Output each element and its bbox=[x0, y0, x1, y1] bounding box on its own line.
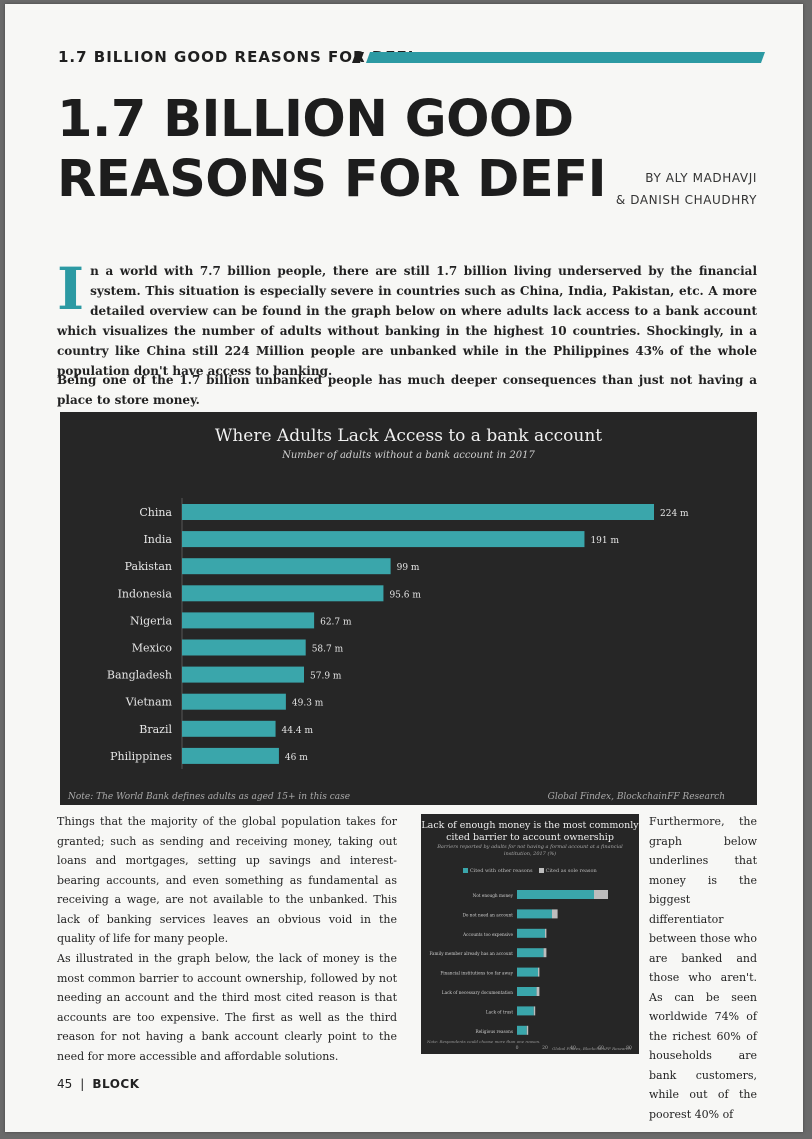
barriers-chart-source: Global Findex, BlockchainFF Research bbox=[552, 1046, 631, 1051]
barrier-bar bbox=[536, 987, 540, 996]
category-label: China bbox=[139, 506, 172, 519]
page-footer: 45 | BLOCK bbox=[57, 1077, 140, 1091]
footer-separator: | bbox=[80, 1077, 85, 1091]
category-label: Mexico bbox=[132, 642, 173, 655]
bar bbox=[182, 720, 276, 737]
header-accent-bar bbox=[365, 52, 765, 63]
chart-plot: China 224 m India 191 m Pakistan 99 m Indonesi… bbox=[107, 498, 689, 769]
category-label: Pakistan bbox=[125, 560, 172, 573]
barrier-bar bbox=[517, 987, 537, 996]
x-tick-label: 40 bbox=[570, 1045, 576, 1051]
x-tick-label: 60 bbox=[598, 1045, 604, 1051]
barrier-label: Accounts too expensive bbox=[462, 932, 513, 937]
legend-swatch-sole bbox=[538, 868, 544, 873]
barrier-label: Financial institutions too far away bbox=[440, 971, 513, 976]
value-label: 191 m bbox=[590, 536, 619, 546]
section-header: 1.7 BILLION GOOD REASONS FOR DEFI bbox=[58, 48, 765, 68]
byline-author-1: BY ALY MADHAVJI bbox=[645, 171, 757, 185]
barriers-chart-subtitle: Barriers reported by adults for not havi… bbox=[437, 844, 623, 857]
barrier-label: Religious reasons bbox=[475, 1029, 513, 1034]
barrier-label: Lack of necessary documentation bbox=[442, 990, 513, 995]
value-label: 224 m bbox=[660, 509, 689, 519]
chart-subtitle: Number of adults without a bank account … bbox=[282, 450, 535, 461]
column-1-paragraph-2: As illustrated in the graph below, the l… bbox=[57, 952, 397, 1063]
barrier-bar bbox=[517, 1006, 534, 1016]
barrier-label: Family member already has an account bbox=[429, 951, 513, 956]
barrier-bar bbox=[538, 967, 540, 977]
barrier-bar bbox=[517, 890, 594, 899]
page-number: 45 bbox=[57, 1077, 73, 1091]
bar bbox=[182, 639, 306, 656]
category-label: Vietnam bbox=[125, 696, 173, 709]
bar bbox=[182, 558, 391, 575]
bar bbox=[182, 504, 654, 520]
second-paragraph: Being one of the 1.7 billion unbanked pe… bbox=[57, 373, 757, 407]
value-label: 57.9 m bbox=[310, 672, 342, 682]
barrier-bar bbox=[517, 1025, 527, 1035]
barriers-chart-title: Lack of enough money is the most commonl… bbox=[421, 820, 639, 843]
bar bbox=[182, 531, 585, 548]
barrier-bar bbox=[545, 928, 547, 938]
value-label: 44.4 m bbox=[282, 726, 314, 736]
barrier-bar bbox=[526, 1025, 529, 1035]
bar bbox=[182, 693, 286, 710]
chart-title: Where Adults Lack Access to a bank accou… bbox=[214, 426, 603, 446]
barrier-bar bbox=[552, 909, 558, 919]
chart-note: Note: The World Bank defines adults as a… bbox=[68, 792, 351, 802]
legend-label-other: Cited with other reasons bbox=[469, 868, 533, 874]
chart-source: Global Findex, BlockchainFF Research bbox=[547, 792, 725, 802]
unbanked-adults-chart: Where Adults Lack Access to a bank accou… bbox=[60, 412, 757, 805]
column-3-paragraph: Furthermore, the graph below underlines … bbox=[649, 815, 757, 1121]
barriers-chart: Lack of enough money is the most commonl… bbox=[421, 814, 639, 1054]
x-tick-label: 80 bbox=[626, 1045, 632, 1051]
barrier-bar bbox=[517, 928, 545, 938]
category-label: Indonesia bbox=[118, 587, 173, 600]
value-label: 58.7 m bbox=[312, 645, 344, 655]
value-label: 95.6 m bbox=[389, 590, 421, 600]
bar bbox=[182, 747, 279, 764]
barrier-bar bbox=[517, 967, 538, 977]
barrier-bar bbox=[517, 948, 544, 958]
magazine-brand: BLOCK bbox=[92, 1077, 140, 1091]
x-tick-label: 0 bbox=[516, 1045, 519, 1051]
category-label: Bangladesh bbox=[107, 669, 172, 682]
barrier-bar bbox=[517, 909, 552, 919]
section-header-title: 1.7 BILLION GOOD REASONS FOR DEFI bbox=[58, 48, 415, 66]
byline: BY ALY MADHAVJI & DANISH CHAUDHRY bbox=[616, 167, 757, 211]
magazine-page: 1.7 BILLION GOOD REASONS FOR DEFI 1.7 BI… bbox=[5, 4, 803, 1132]
barrier-bar bbox=[594, 890, 608, 899]
intro-paragraph: I n a world with 7.7 billion people, the… bbox=[57, 255, 757, 381]
barrier-label: Not enough money bbox=[473, 893, 514, 898]
category-label: Nigeria bbox=[130, 614, 172, 627]
barrier-bar bbox=[543, 948, 547, 958]
barrier-bar bbox=[533, 1006, 536, 1016]
legend-label-sole: Cited as sole reason bbox=[545, 868, 597, 874]
value-label: 46 m bbox=[285, 753, 308, 763]
barrier-label: Do not need an account bbox=[463, 912, 514, 917]
barriers-chart-note: Note: Respondents could choose more than… bbox=[427, 1039, 541, 1044]
value-label: 99 m bbox=[397, 563, 420, 573]
legend-swatch-other bbox=[463, 868, 469, 873]
column-1-paragraph-1: Things that the majority of the global p… bbox=[57, 815, 397, 945]
barriers-chart-plot: Not enough money Do not need an account Ac… bbox=[429, 890, 632, 1051]
barriers-chart-legend: Cited with other reasons Cited as sole r… bbox=[421, 868, 639, 874]
barrier-label: Lack of trust bbox=[486, 1009, 513, 1014]
article-title: 1.7 BILLION GOOD REASONS FOR DEFI bbox=[57, 90, 607, 209]
category-label: Philippines bbox=[110, 750, 172, 763]
bar bbox=[182, 585, 384, 602]
value-label: 62.7 m bbox=[320, 617, 352, 627]
intro-text: n a world with 7.7 billion people, there… bbox=[57, 264, 757, 378]
drop-cap: I bbox=[57, 255, 85, 323]
x-tick-label: 20 bbox=[542, 1045, 548, 1051]
category-label: India bbox=[143, 533, 172, 546]
value-label: 49.3 m bbox=[292, 699, 324, 709]
bar bbox=[182, 612, 315, 629]
byline-author-2: & DANISH CHAUDHRY bbox=[615, 193, 757, 207]
bar bbox=[182, 666, 305, 683]
category-label: Brazil bbox=[139, 723, 172, 736]
